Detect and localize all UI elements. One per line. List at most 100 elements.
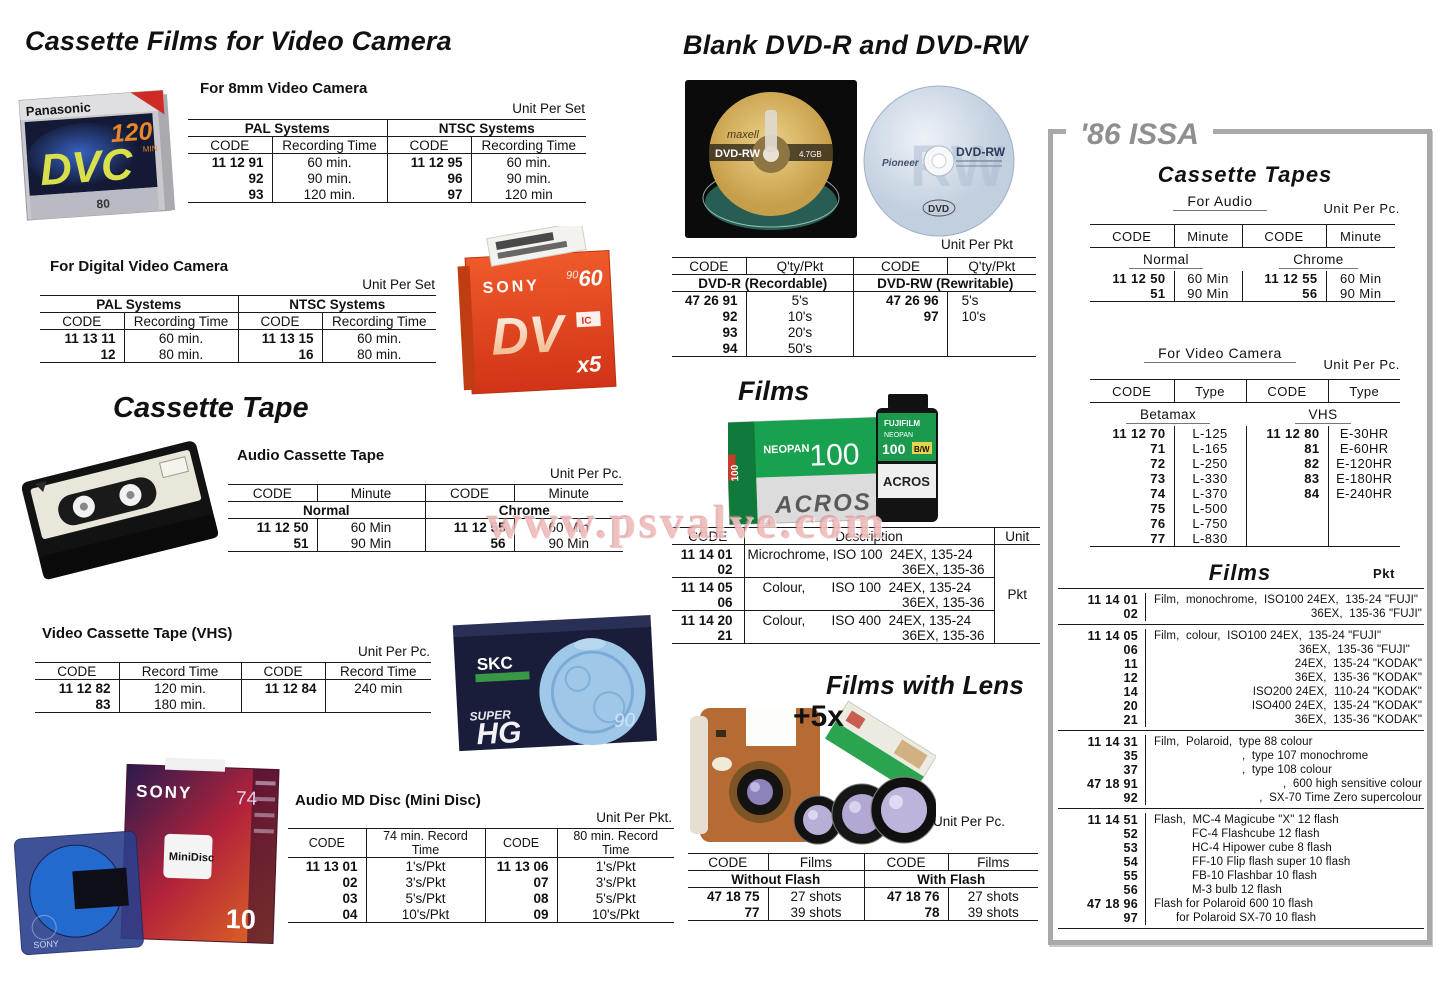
film-block-codes: 11 14 05 06 11 12 14 20 21 bbox=[1058, 629, 1146, 727]
header-cell: Recording Time bbox=[124, 312, 239, 330]
header-cell: CODE bbox=[1090, 224, 1175, 248]
value-cell: 90 Min bbox=[317, 535, 426, 552]
value-cell: E-240HR bbox=[1336, 486, 1393, 501]
panasonic-dvc-product-image: Panasonic DVC 120 MIN 80 bbox=[15, 83, 183, 230]
dvd-logo: DVD bbox=[928, 204, 949, 215]
code-cell: 11 12 91 bbox=[188, 153, 273, 170]
code-cell: 56 bbox=[425, 535, 515, 552]
skc-vhs-product-image: SKC SUPER HG 90 bbox=[452, 614, 660, 761]
film-block-descriptions: Film, Polaroid, type 88 colour , type 10… bbox=[1146, 735, 1424, 805]
group-row: Normal Chrome bbox=[228, 501, 623, 519]
fuji-100-label: 100 bbox=[809, 438, 860, 473]
canister-bw-label: B/W bbox=[914, 445, 930, 454]
value-cell: 10's bbox=[961, 308, 986, 324]
panel-table-video: CODE Type CODE Type Betamax VHS 11 12 70… bbox=[1090, 379, 1400, 547]
table-row: 03 5's/Pkt 08 5's/Pkt bbox=[288, 890, 674, 906]
description-line: FB-10 Flashbar 10 flash bbox=[1192, 870, 1318, 882]
code-cell: 11 13 06 bbox=[485, 857, 558, 874]
open-tab bbox=[130, 90, 165, 115]
header-cell: CODE bbox=[1090, 379, 1175, 403]
section-title-cassette-films: Cassette Films for Video Camera bbox=[25, 26, 452, 56]
code-line: 92 bbox=[1123, 791, 1138, 805]
code-cell: 78 bbox=[864, 904, 949, 921]
issa-panel-title: '86 ISSA bbox=[1066, 118, 1213, 152]
table-8mm-video-camera: PAL Systems NTSC Systems CODE Recording … bbox=[188, 119, 587, 203]
film-block-descriptions: Film, colour, ISO100 24EX, 135-24 "FUJI"… bbox=[1146, 629, 1424, 727]
code-line: 11 bbox=[1124, 657, 1138, 671]
value-cell: 90 Min bbox=[1326, 286, 1395, 302]
panasonic-brand-label: Panasonic bbox=[25, 99, 91, 118]
code-cell: 11 12 50 bbox=[228, 518, 318, 535]
camera-lens-product-image bbox=[688, 690, 938, 857]
dv-60-label: 60 bbox=[578, 265, 605, 291]
value-cell: 10's bbox=[746, 308, 855, 324]
code-cell: 77 bbox=[1090, 531, 1175, 547]
panel-subheading-for-video: For Video Camera bbox=[1120, 345, 1320, 363]
value-cell: L-500 bbox=[1174, 501, 1247, 516]
value-cell: 90 min. bbox=[272, 170, 388, 186]
table-row: 51 90 Min 56 90 Min bbox=[1090, 286, 1395, 302]
table-row: 11 14 20 21 Colour, ISO 400 24EX, 135-24… bbox=[672, 610, 1040, 644]
code-cell: 83 bbox=[1246, 471, 1329, 486]
code-cell: 81 bbox=[1246, 441, 1329, 456]
code-line: 12 bbox=[1123, 671, 1138, 685]
description-line: Film, Polaroid, type 88 colour bbox=[1154, 736, 1313, 748]
code-line: 11 14 01 bbox=[680, 547, 733, 562]
code-line: 14 bbox=[1123, 685, 1138, 699]
code-cell bbox=[853, 324, 948, 340]
description-line: 36EX, 135-36 "FUJI" bbox=[1310, 608, 1422, 620]
canister-100-label: 100 bbox=[882, 441, 906, 457]
table-row: 83 180 min. bbox=[35, 696, 431, 713]
group-cell: Without Flash bbox=[688, 870, 865, 888]
value-cell: 60 min. bbox=[272, 153, 388, 170]
code-cell: 83 bbox=[35, 696, 120, 713]
fuji-acros-label: ACROS bbox=[774, 489, 873, 519]
sony-brand-label: SONY bbox=[482, 277, 540, 297]
unit-label-digital: Unit Per Set bbox=[362, 277, 435, 292]
audio-cassette-product-image bbox=[21, 428, 219, 599]
chrome-label: Chrome bbox=[1279, 252, 1358, 269]
header-cell: Unit bbox=[994, 527, 1040, 545]
description-line: 36EX, 135-36 "KODAK" bbox=[1294, 714, 1422, 726]
table-row: 92 90 min. 96 90 min. bbox=[188, 170, 586, 186]
code-cell: 12 bbox=[40, 346, 125, 363]
panel-unit-audio: Unit Per Pc. bbox=[1323, 201, 1400, 216]
code-cell: 97 bbox=[853, 308, 948, 324]
table-digital-video-camera: PAL Systems NTSC Systems CODE Recording … bbox=[40, 295, 437, 363]
code-cell: 72 bbox=[1090, 456, 1175, 471]
table-row: 11 13 01 1's/Pkt 11 13 06 1's/Pkt bbox=[288, 857, 674, 874]
dvc-80-label: 80 bbox=[96, 196, 111, 211]
header-cell: CODE bbox=[1246, 379, 1329, 403]
canister-brand-label: FUJIFILM bbox=[884, 419, 920, 428]
description-line: Film, colour, ISO100 24EX, 135-24 "FUJI" bbox=[1154, 630, 1382, 642]
panel-table-audio: CODE Minute CODE Minute Normal Chrome 11… bbox=[1090, 224, 1395, 302]
film-block: 11 14 31 35 37 47 18 91 92 Film, Polaroi… bbox=[1058, 731, 1424, 809]
description-line: 36EX, 135-36 bbox=[901, 595, 985, 610]
table-row: 11 14 01 02 Microchrome, ISO 100 24EX, 1… bbox=[672, 544, 1040, 644]
header-cell: CODE bbox=[864, 853, 949, 871]
value-cell: 27 shots bbox=[768, 887, 865, 904]
canister-acros-label: ACROS bbox=[883, 474, 930, 489]
header-row: CODE Recording Time CODE Recording Time bbox=[188, 136, 587, 154]
value-cell: 39 shots bbox=[948, 904, 1038, 921]
description-line: Flash for Polaroid 600 10 flash bbox=[1154, 898, 1314, 910]
subtitle-8mm: For 8mm Video Camera bbox=[200, 80, 368, 97]
table-row: 02 3's/Pkt 07 3's/Pkt bbox=[288, 874, 674, 890]
description-line: Microchrome, ISO 100 24EX, 135-24 bbox=[747, 547, 973, 562]
header-row: CODE Q'ty/Pkt CODE Q'ty/Pkt bbox=[672, 257, 1036, 275]
description-line: M-3 bulb 12 flash bbox=[1192, 884, 1282, 896]
canister-neopan-label: NEOPAN bbox=[884, 432, 913, 439]
group-cell: PAL Systems bbox=[40, 295, 239, 313]
description-line: for Polaroid SX-70 10 flash bbox=[1176, 912, 1317, 924]
for-audio-label: For Audio bbox=[1173, 193, 1267, 211]
header-cell: Q'ty/Pkt bbox=[746, 257, 855, 275]
code-cell bbox=[241, 696, 326, 713]
code-cell bbox=[1246, 501, 1329, 516]
code-cell: 11 12 84 bbox=[241, 679, 326, 696]
description-line: FC-4 Flashcube 12 flash bbox=[1192, 828, 1320, 840]
code-line: 54 bbox=[1123, 855, 1138, 869]
value-cell: E-180HR bbox=[1336, 471, 1393, 486]
value-cell: 120 min. bbox=[272, 186, 388, 203]
code-line: 11 14 05 bbox=[680, 580, 733, 595]
